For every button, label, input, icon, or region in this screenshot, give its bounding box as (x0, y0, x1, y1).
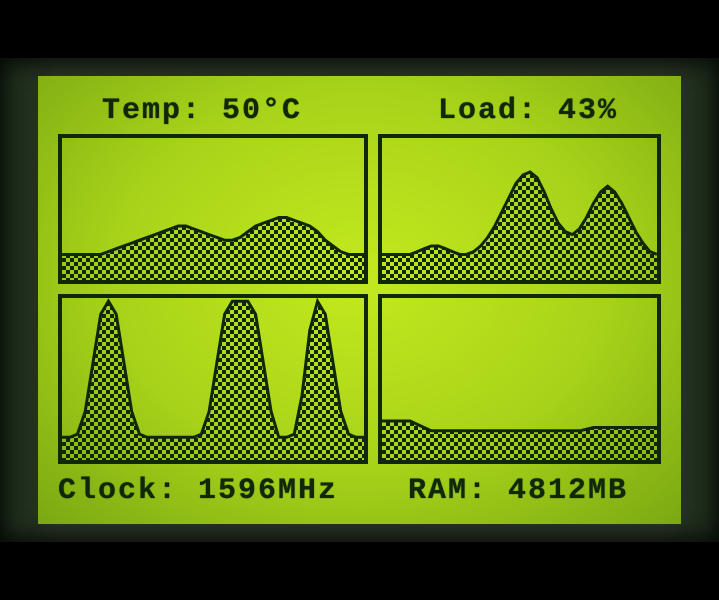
clock-label: Clock: 1596MHz (58, 474, 338, 508)
temp-chart (58, 134, 368, 284)
ram-chart (378, 294, 661, 464)
screenshot-root: Temp: 50°C Load: 43% Clock: 1596MHz RAM:… (0, 0, 719, 600)
load-chart (378, 134, 661, 284)
lcd-bezel: Temp: 50°C Load: 43% Clock: 1596MHz RAM:… (0, 58, 719, 542)
ram-label: RAM: 4812MB (408, 474, 628, 508)
temp-label: Temp: 50°C (102, 94, 302, 128)
lcd-screen: Temp: 50°C Load: 43% Clock: 1596MHz RAM:… (38, 76, 681, 524)
load-label: Load: 43% (438, 94, 618, 128)
clock-chart (58, 294, 368, 464)
